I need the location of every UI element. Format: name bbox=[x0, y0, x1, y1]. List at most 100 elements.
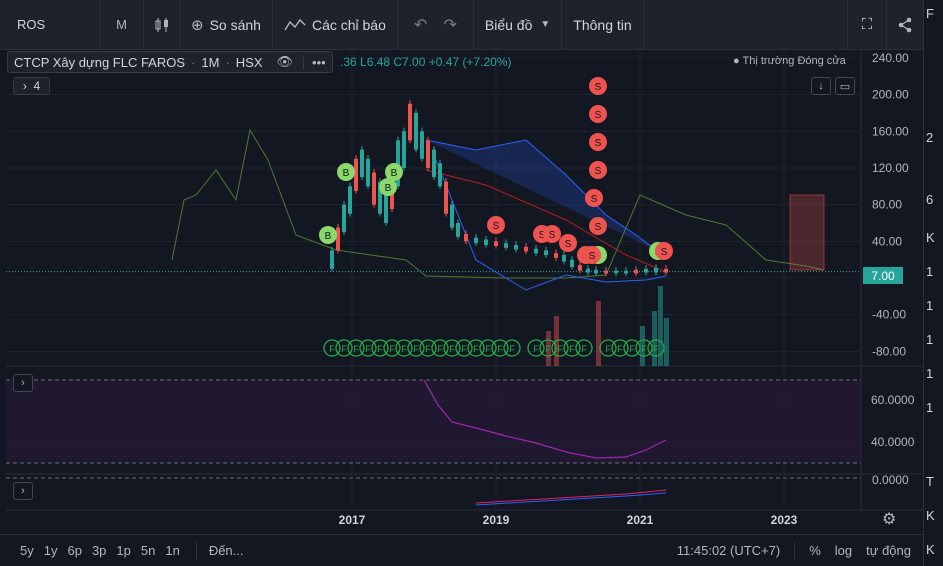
signal-marker-label: F bbox=[485, 344, 491, 354]
signal-marker bbox=[359, 339, 377, 357]
log-toggle[interactable]: log bbox=[834, 543, 853, 558]
sell-marker-label: S bbox=[595, 138, 602, 149]
candle-body bbox=[594, 269, 598, 274]
sell-marker bbox=[583, 246, 601, 264]
time-axis-label: 2021 bbox=[627, 513, 654, 527]
sell-marker-label: S bbox=[539, 230, 546, 241]
candle-body bbox=[524, 246, 528, 252]
signal-marker-label: F bbox=[569, 344, 575, 354]
candle-body bbox=[654, 267, 658, 273]
signal-marker-label: F bbox=[557, 344, 563, 354]
oscillator-axis-label: 60.0000 bbox=[871, 393, 915, 407]
info-button[interactable]: Thông tin bbox=[562, 0, 644, 49]
candle-body bbox=[544, 250, 548, 256]
right-side-panel: F 2 6 K 1 1 1 1 1 T K K bbox=[923, 0, 943, 566]
range-5y[interactable]: 5y bbox=[20, 543, 34, 558]
sell-marker bbox=[589, 105, 607, 123]
volume-pane-toggle[interactable]: › bbox=[13, 482, 33, 500]
indicators-button[interactable]: Các chỉ báo bbox=[273, 0, 398, 49]
signal-marker-label: F bbox=[605, 344, 611, 354]
candle-body bbox=[664, 268, 668, 273]
signal-marker-label: F bbox=[629, 344, 635, 354]
candle-body bbox=[450, 204, 454, 228]
price-axis-label: 80.00 bbox=[872, 198, 902, 212]
candle-body bbox=[484, 239, 488, 245]
undo-icon[interactable]: ↶ bbox=[413, 16, 428, 34]
percent-toggle[interactable]: % bbox=[809, 543, 821, 558]
symbol-search-button[interactable]: ROS bbox=[0, 0, 100, 49]
signal-marker bbox=[479, 339, 497, 357]
volume-bar bbox=[640, 326, 645, 366]
candle-body bbox=[426, 140, 430, 168]
price-axis-label: 40.00 bbox=[872, 234, 902, 248]
arrow-down-icon: ↓ bbox=[818, 80, 824, 92]
symbol-label: ROS bbox=[17, 17, 46, 32]
signal-marker bbox=[335, 339, 353, 357]
candle-body bbox=[578, 265, 582, 271]
sell-marker-label: S bbox=[591, 194, 598, 205]
price-axis-label: 160.00 bbox=[872, 124, 909, 138]
maximize-pane-button[interactable]: ▭ bbox=[835, 77, 855, 95]
candle-body bbox=[384, 190, 388, 223]
signal-marker bbox=[419, 339, 437, 357]
eye-icon[interactable]: 👁 bbox=[276, 54, 294, 69]
signal-marker bbox=[383, 339, 401, 357]
candle-body bbox=[342, 204, 346, 233]
sell-marker bbox=[589, 217, 607, 235]
volume-bar bbox=[546, 331, 551, 366]
signal-marker bbox=[347, 339, 365, 357]
price-chart[interactable]: 240.00200.00160.00120.0080.0040.000.00-4… bbox=[6, 50, 923, 534]
range-1d[interactable]: 1n bbox=[165, 543, 180, 558]
time-axis-label: 2023 bbox=[771, 513, 798, 527]
side-panel-char: 1 bbox=[926, 366, 934, 381]
maximize-icon: ▭ bbox=[839, 80, 851, 93]
signal-marker bbox=[407, 339, 425, 357]
signal-marker-label: F bbox=[329, 344, 335, 354]
signal-marker-label: F bbox=[365, 344, 371, 354]
range-1y[interactable]: 1y bbox=[43, 543, 58, 558]
goto-date-button[interactable]: Đến... bbox=[208, 543, 244, 558]
sell-marker bbox=[585, 189, 603, 207]
chart-type-menu[interactable]: Biểu đồ ▼ bbox=[474, 0, 563, 49]
gear-icon[interactable]: ⚙ bbox=[882, 511, 897, 528]
candle-body bbox=[360, 149, 364, 178]
sell-marker-label: S bbox=[549, 230, 556, 241]
candle-body bbox=[562, 255, 566, 262]
range-3m[interactable]: 3p bbox=[91, 543, 107, 558]
scroll-down-button[interactable]: ↓ bbox=[811, 77, 831, 95]
candle-body bbox=[554, 253, 558, 258]
fullscreen-button[interactable]: ⛶ bbox=[847, 0, 887, 49]
candlestick-icon bbox=[155, 17, 168, 32]
sell-marker bbox=[655, 242, 673, 260]
clock: 11:45:02 (UTC+7) bbox=[676, 543, 781, 558]
interval-button[interactable]: M bbox=[100, 0, 144, 49]
legend-interval: 1M bbox=[201, 54, 220, 70]
ichimoku-span-green bbox=[171, 128, 825, 279]
signal-marker-label: F bbox=[473, 344, 479, 354]
signal-marker-label: F bbox=[533, 344, 539, 354]
signal-marker bbox=[467, 339, 485, 357]
sell-marker bbox=[589, 77, 607, 95]
signal-marker bbox=[443, 339, 461, 357]
auto-scale-toggle[interactable]: tự động bbox=[866, 543, 911, 558]
more-options-button[interactable]: ••• bbox=[303, 54, 326, 70]
signal-marker-label: F bbox=[389, 344, 395, 354]
signal-marker bbox=[551, 339, 569, 357]
chart-style-button[interactable] bbox=[144, 0, 180, 49]
share-button[interactable] bbox=[887, 0, 923, 49]
osc-pane-toggle[interactable]: › bbox=[13, 374, 33, 392]
indicators-toggle[interactable]: › 4 bbox=[13, 77, 50, 95]
range-6m[interactable]: 6p bbox=[67, 543, 82, 558]
redo-icon[interactable]: ↷ bbox=[443, 16, 457, 34]
compare-button[interactable]: ⊕ So sánh bbox=[180, 0, 273, 49]
chevron-right-icon: › bbox=[21, 377, 25, 389]
signal-marker bbox=[611, 339, 629, 357]
candle-body bbox=[414, 112, 418, 150]
range-1m[interactable]: 1p bbox=[116, 543, 131, 558]
market-status-label: Thị trường Đóng cửa bbox=[742, 55, 846, 67]
range-5d[interactable]: 5n bbox=[140, 543, 156, 558]
interval-label: M bbox=[116, 17, 127, 32]
oscillator-axis-label: 40.0000 bbox=[871, 435, 915, 449]
legend-exchange: HSX bbox=[235, 54, 263, 70]
info-label: Thông tin bbox=[573, 16, 632, 33]
